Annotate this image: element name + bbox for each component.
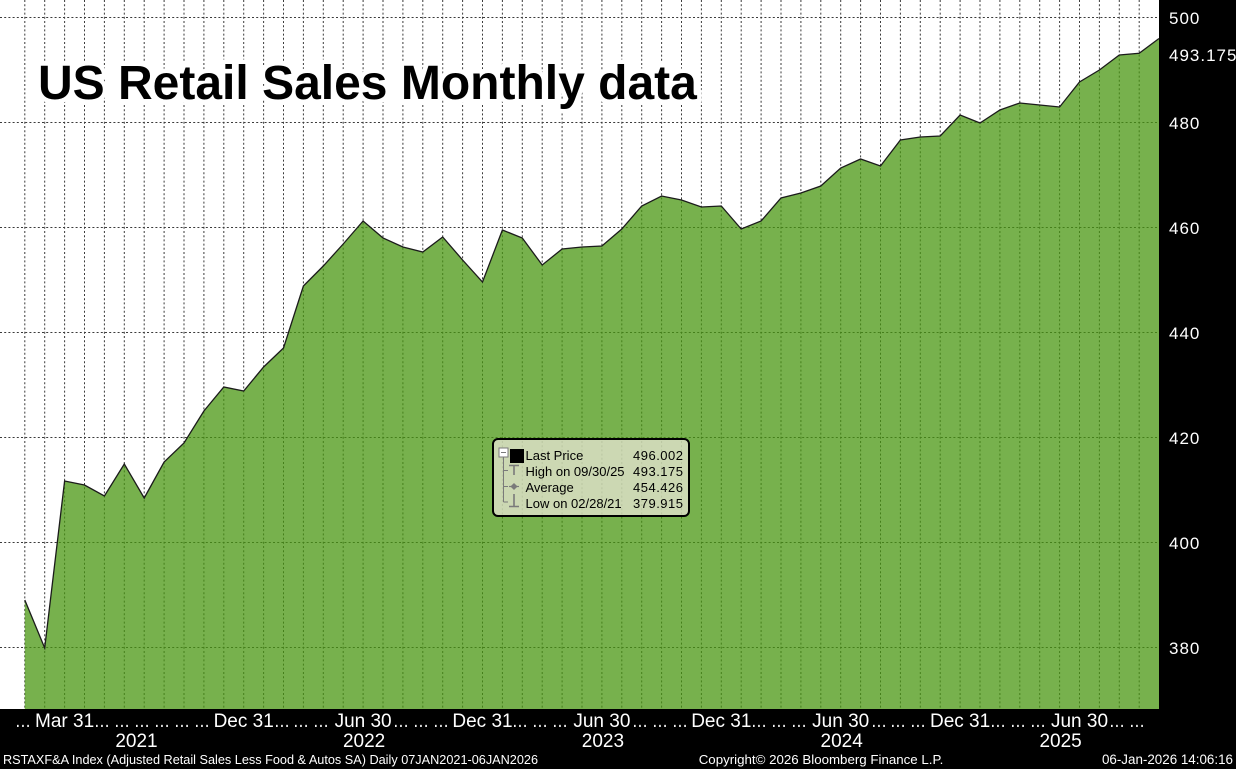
svg-text:US Retail Sales Monthly data: US Retail Sales Monthly data: [38, 57, 697, 110]
